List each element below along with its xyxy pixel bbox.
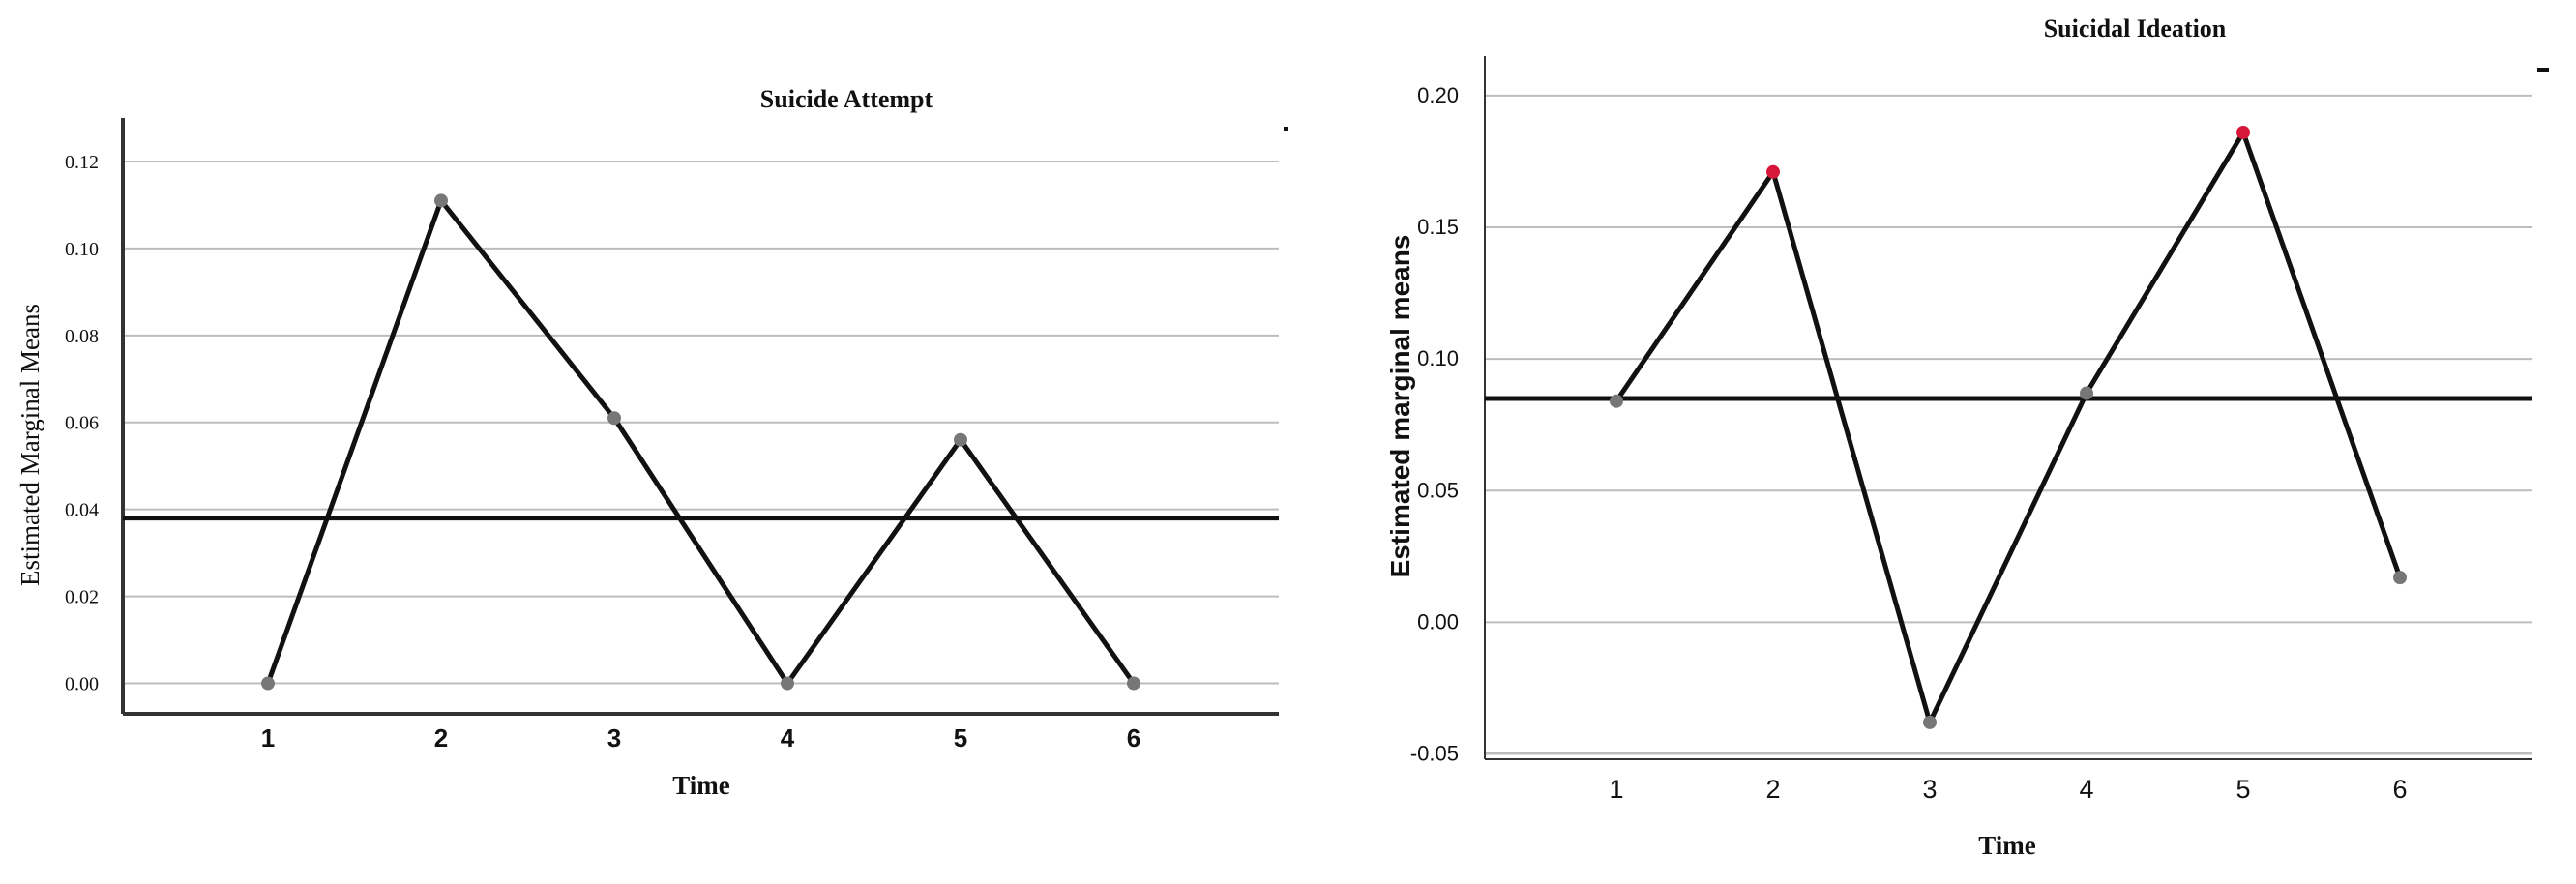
data-point <box>1610 394 1623 408</box>
chart-title: Suicidal Ideation <box>2044 15 2227 43</box>
x-tick-label: 3 <box>1922 775 1937 804</box>
data-point <box>2236 125 2250 139</box>
data-point <box>781 676 794 691</box>
y-tick-label: 0.12 <box>65 152 99 173</box>
y-tick-label: 0.15 <box>1417 215 1459 239</box>
y-tick-label: 0.04 <box>65 500 99 521</box>
x-tick-label: 5 <box>954 723 967 752</box>
x-tick-label: 2 <box>1765 775 1780 804</box>
x-tick-label: 2 <box>434 723 448 752</box>
decorative-dash <box>2537 68 2549 72</box>
y-axis-label: Estimated Marginal Means <box>15 304 44 586</box>
x-tick-label: 6 <box>2392 775 2407 804</box>
y-tick-label: 0.06 <box>65 413 99 434</box>
y-tick-label: 0.00 <box>1417 609 1459 634</box>
suicide-attempt-chart: 0.00 0.02 0.04 0.06 0.08 0.10 0.12 1 2 3 4 5 6 Suic… <box>15 85 1279 800</box>
data-point <box>434 193 448 208</box>
chart-title: Suicide Attempt <box>760 85 933 113</box>
x-tick-label: 1 <box>1609 775 1623 804</box>
y-tick-label: 0.08 <box>65 326 99 347</box>
data-point <box>1923 715 1937 729</box>
data-point <box>607 411 621 426</box>
y-tick-label: 0.05 <box>1417 478 1459 502</box>
y-tick-label: -0.05 <box>1410 742 1459 766</box>
x-tick-label: 1 <box>261 723 275 752</box>
y-tick-label: 0.20 <box>1417 83 1459 107</box>
decorative-dot <box>1284 127 1288 131</box>
data-point <box>954 432 967 447</box>
y-tick-label: 0.10 <box>65 239 99 260</box>
x-axis-label: Time <box>1978 831 2036 860</box>
y-tick-label: 0.10 <box>1417 346 1459 370</box>
y-tick-label: 0.02 <box>65 587 99 608</box>
x-axis-label: Time <box>672 771 730 800</box>
x-tick-label: 4 <box>2079 775 2093 804</box>
data-point <box>261 676 275 691</box>
data-point <box>2080 386 2093 400</box>
data-point <box>1766 164 1780 179</box>
data-point <box>2393 571 2407 585</box>
suicidal-ideation-chart: -0.05 0.00 0.05 0.10 0.15 0.20 1 2 3 4 5 6 Suicida… <box>1385 15 2532 860</box>
series-line <box>265 195 1137 688</box>
y-axis-label: Estimated marginal means <box>1385 235 1415 578</box>
series-line <box>1614 127 2403 729</box>
y-tick-label: 0.00 <box>65 674 99 695</box>
data-point <box>1127 676 1140 691</box>
x-tick-label: 6 <box>1127 723 1140 752</box>
x-tick-label: 3 <box>607 723 621 752</box>
x-tick-label: 5 <box>2235 775 2250 804</box>
x-tick-label: 4 <box>781 723 795 752</box>
